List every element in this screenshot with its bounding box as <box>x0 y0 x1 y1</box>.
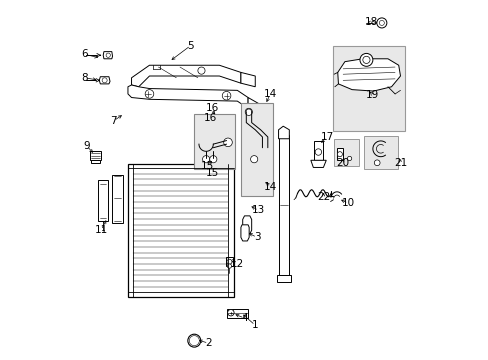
Circle shape <box>362 56 369 63</box>
Polygon shape <box>128 85 247 108</box>
Text: 19: 19 <box>365 90 378 100</box>
Text: 17: 17 <box>320 132 333 142</box>
Text: 22: 22 <box>316 192 329 202</box>
Text: 9: 9 <box>83 141 90 151</box>
Circle shape <box>244 108 252 116</box>
Text: 4: 4 <box>241 313 247 323</box>
Polygon shape <box>276 275 290 282</box>
Circle shape <box>209 156 217 163</box>
Circle shape <box>190 337 198 344</box>
Polygon shape <box>226 309 247 318</box>
Bar <box>333 46 405 131</box>
Circle shape <box>314 149 321 155</box>
Circle shape <box>346 156 351 161</box>
Circle shape <box>373 160 379 166</box>
Polygon shape <box>103 51 112 59</box>
Circle shape <box>202 156 209 163</box>
Polygon shape <box>112 175 123 223</box>
Circle shape <box>198 67 204 74</box>
Text: 5: 5 <box>187 41 194 50</box>
Circle shape <box>337 152 342 157</box>
Bar <box>241 103 273 196</box>
Circle shape <box>102 78 107 83</box>
Circle shape <box>189 336 199 346</box>
Polygon shape <box>278 135 289 275</box>
Text: 11: 11 <box>94 225 107 235</box>
Circle shape <box>106 53 110 57</box>
Text: 15: 15 <box>201 161 214 171</box>
Circle shape <box>227 310 234 316</box>
Text: 3: 3 <box>253 232 260 242</box>
Polygon shape <box>278 126 289 139</box>
Text: 20: 20 <box>335 158 348 168</box>
Text: 16: 16 <box>203 113 217 123</box>
Text: 6: 6 <box>81 49 88 59</box>
Circle shape <box>227 264 231 268</box>
Text: 12: 12 <box>230 259 244 269</box>
Bar <box>363 136 397 169</box>
Text: 16: 16 <box>205 103 219 113</box>
Polygon shape <box>247 98 260 110</box>
Circle shape <box>145 90 153 98</box>
Text: 7: 7 <box>110 116 117 126</box>
Polygon shape <box>337 59 400 91</box>
Polygon shape <box>242 216 251 234</box>
Circle shape <box>379 21 384 26</box>
Text: 2: 2 <box>205 338 211 348</box>
Text: 8: 8 <box>81 73 88 83</box>
Text: 13: 13 <box>252 206 265 216</box>
Circle shape <box>222 91 230 100</box>
Bar <box>333 139 359 166</box>
Circle shape <box>359 53 372 66</box>
Polygon shape <box>89 151 101 160</box>
Text: 21: 21 <box>393 158 407 168</box>
Polygon shape <box>91 160 100 163</box>
Polygon shape <box>98 180 108 221</box>
Circle shape <box>226 259 231 264</box>
Polygon shape <box>131 65 241 87</box>
Polygon shape <box>310 160 325 167</box>
Circle shape <box>187 334 201 347</box>
Circle shape <box>250 156 257 163</box>
Polygon shape <box>336 148 343 160</box>
Bar <box>193 114 234 169</box>
Polygon shape <box>241 225 249 241</box>
Polygon shape <box>99 77 110 84</box>
Polygon shape <box>225 257 233 266</box>
Text: 1: 1 <box>251 320 258 330</box>
Text: 14: 14 <box>263 182 276 192</box>
Bar <box>128 164 233 297</box>
Text: 14: 14 <box>263 89 276 99</box>
Circle shape <box>223 138 232 147</box>
Text: 10: 10 <box>341 198 354 208</box>
Circle shape <box>376 18 386 28</box>
Polygon shape <box>313 140 323 160</box>
Text: 15: 15 <box>205 168 219 178</box>
Text: 18: 18 <box>364 17 377 27</box>
Polygon shape <box>241 72 255 87</box>
